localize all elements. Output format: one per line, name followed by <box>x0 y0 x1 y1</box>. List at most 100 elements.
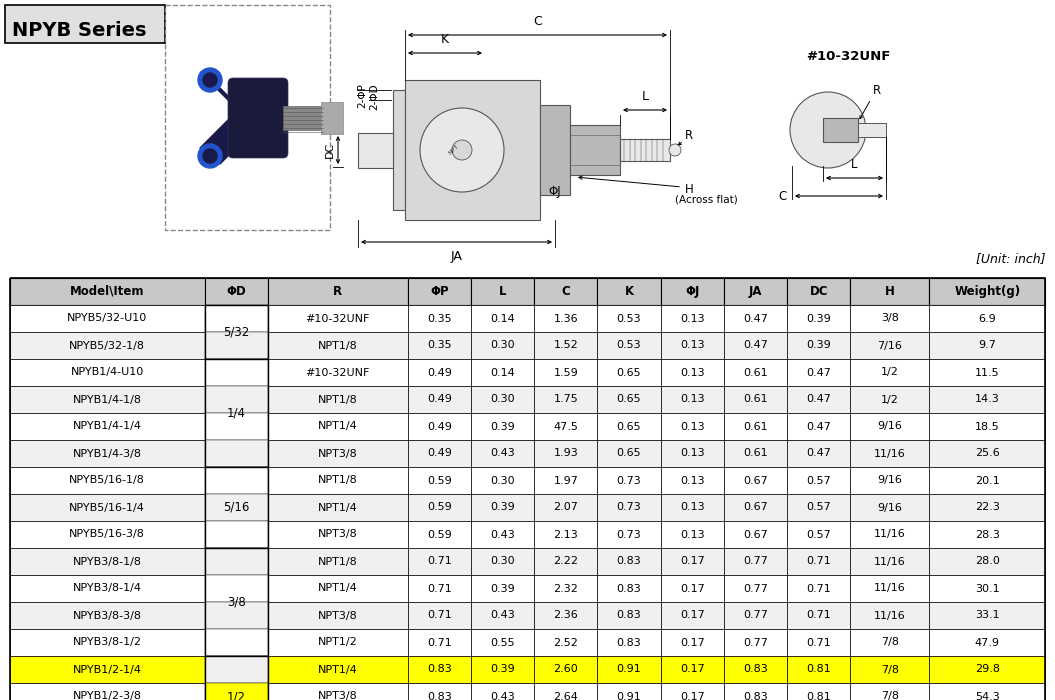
Text: 0.55: 0.55 <box>491 638 515 648</box>
Text: 0.17: 0.17 <box>679 556 705 566</box>
Bar <box>660 332 724 359</box>
Bar <box>205 656 268 700</box>
Text: 2.13: 2.13 <box>554 529 578 540</box>
Text: 0.61: 0.61 <box>743 395 768 405</box>
Text: 7/8: 7/8 <box>881 664 899 675</box>
Text: 1.52: 1.52 <box>554 340 578 351</box>
Bar <box>597 521 660 548</box>
Text: 0.57: 0.57 <box>806 503 831 512</box>
Text: 0.17: 0.17 <box>679 692 705 700</box>
Text: 1.97: 1.97 <box>554 475 578 486</box>
Text: 0.13: 0.13 <box>680 475 705 486</box>
Bar <box>534 332 597 359</box>
Bar <box>724 413 787 440</box>
Text: L: L <box>499 285 506 298</box>
Text: Weight(g): Weight(g) <box>954 285 1020 298</box>
Text: 0.47: 0.47 <box>743 314 768 323</box>
Text: K: K <box>625 285 634 298</box>
Bar <box>787 629 850 656</box>
Circle shape <box>203 73 217 87</box>
Bar <box>660 629 724 656</box>
Text: 0.61: 0.61 <box>743 449 768 458</box>
Bar <box>471 494 534 521</box>
Text: 0.13: 0.13 <box>680 529 705 540</box>
Text: 0.65: 0.65 <box>617 449 641 458</box>
Text: 47.9: 47.9 <box>975 638 1000 648</box>
Bar <box>597 332 660 359</box>
Bar <box>205 575 268 602</box>
Text: NPYB5/16-1/8: NPYB5/16-1/8 <box>70 475 146 486</box>
Bar <box>407 656 471 683</box>
Text: 0.83: 0.83 <box>427 692 452 700</box>
Text: 28.0: 28.0 <box>975 556 1000 566</box>
Text: 0.57: 0.57 <box>806 529 831 540</box>
Bar <box>534 494 597 521</box>
Bar <box>597 602 660 629</box>
Text: 0.91: 0.91 <box>617 664 641 675</box>
Bar <box>407 494 471 521</box>
Bar <box>268 521 407 548</box>
Bar <box>724 602 787 629</box>
Bar <box>9 521 205 548</box>
Bar <box>787 575 850 602</box>
Text: ΦP: ΦP <box>430 285 448 298</box>
Text: 2.36: 2.36 <box>554 610 578 620</box>
Bar <box>787 602 850 629</box>
Text: 0.43: 0.43 <box>491 529 515 540</box>
Text: 9.7: 9.7 <box>978 340 996 351</box>
Text: 9/16: 9/16 <box>878 503 902 512</box>
Bar <box>597 467 660 494</box>
Bar <box>724 494 787 521</box>
Bar <box>597 413 660 440</box>
Bar <box>534 683 597 700</box>
Text: 3/8: 3/8 <box>881 314 899 323</box>
Text: 0.47: 0.47 <box>806 421 831 431</box>
Bar <box>471 386 534 413</box>
Text: 0.39: 0.39 <box>806 340 831 351</box>
Bar <box>534 278 597 305</box>
Text: R: R <box>333 285 342 298</box>
Bar <box>850 629 929 656</box>
Text: 1.36: 1.36 <box>554 314 578 323</box>
Bar <box>597 305 660 332</box>
Bar <box>268 440 407 467</box>
Text: NPT1/8: NPT1/8 <box>318 475 358 486</box>
Text: 1.59: 1.59 <box>554 368 578 377</box>
Text: NPYB5/16-3/8: NPYB5/16-3/8 <box>70 529 146 540</box>
Bar <box>724 683 787 700</box>
Bar <box>407 332 471 359</box>
Bar <box>724 440 787 467</box>
Text: 0.71: 0.71 <box>427 556 452 566</box>
Bar <box>850 413 929 440</box>
Bar <box>9 413 205 440</box>
Bar <box>407 602 471 629</box>
Text: 0.81: 0.81 <box>806 692 831 700</box>
Bar <box>407 278 471 305</box>
Bar <box>205 440 268 467</box>
Text: 0.39: 0.39 <box>491 664 515 675</box>
Bar <box>787 521 850 548</box>
Bar <box>321 102 343 134</box>
Text: 1.93: 1.93 <box>554 449 578 458</box>
Text: 0.83: 0.83 <box>617 556 641 566</box>
Bar <box>850 467 929 494</box>
Bar <box>660 305 724 332</box>
Bar <box>850 521 929 548</box>
Bar <box>660 656 724 683</box>
Text: 0.47: 0.47 <box>743 340 768 351</box>
Text: [Unit: inch]: [Unit: inch] <box>976 252 1046 265</box>
Bar <box>5 5 165 43</box>
Bar <box>850 575 929 602</box>
Text: 0.67: 0.67 <box>743 503 768 512</box>
Bar <box>9 656 205 683</box>
Bar <box>268 359 407 386</box>
Text: 0.71: 0.71 <box>806 638 831 648</box>
Bar <box>534 602 597 629</box>
Bar <box>850 548 929 575</box>
Bar <box>660 359 724 386</box>
Text: 0.39: 0.39 <box>491 421 515 431</box>
Text: 47.5: 47.5 <box>554 421 578 431</box>
Text: 0.61: 0.61 <box>743 368 768 377</box>
Bar <box>268 494 407 521</box>
Bar <box>787 440 850 467</box>
